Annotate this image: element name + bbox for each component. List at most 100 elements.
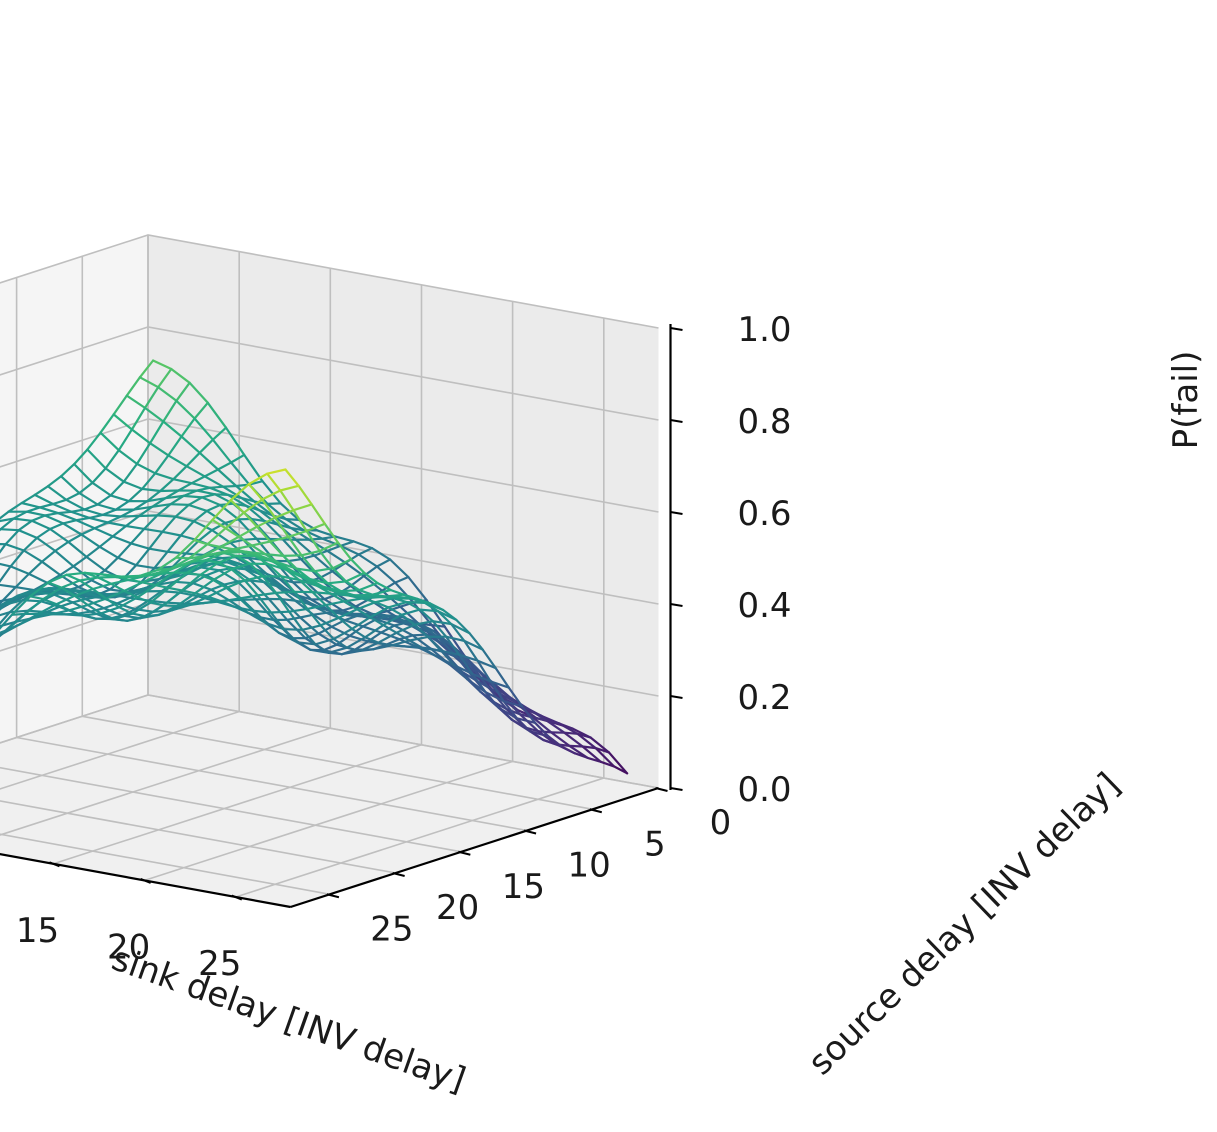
surface-segment [141,472,157,490]
surface-segment [53,593,74,604]
surface-segment [500,693,522,716]
surface-segment [188,381,209,404]
surface-segment [210,588,231,602]
surface-segment [125,376,141,397]
surface-segment [24,597,45,616]
surface-segment [174,515,195,523]
surface-segment [120,574,141,578]
surface-segment [192,509,208,523]
z-tick [670,695,683,699]
surface-segment [256,594,273,614]
surface-segment [90,579,112,591]
surface-segment [247,556,268,576]
surface-segment [573,752,589,760]
surface-segment [73,594,89,607]
surface-segment [93,527,114,538]
surface-segment [135,547,151,567]
surface-segment [149,586,170,604]
surface-segment [356,601,377,611]
surface-segment [283,628,304,631]
surface-segment [231,566,252,582]
surface-segment [324,600,345,607]
surface-segment [0,517,15,531]
surface-segment [199,573,215,582]
surface-segment [138,568,159,578]
surface-segment [71,597,87,604]
surface-segment [54,549,75,568]
surface-segment [55,603,71,612]
surface-segment [146,489,162,503]
surface-segment [7,501,23,513]
surface-segment [224,527,240,538]
surface-segment [109,480,125,497]
surface-segment [395,631,411,642]
surface-segment [122,462,139,483]
surface-segment [46,485,68,501]
surface-segment [0,620,16,628]
surface-segment [428,602,445,612]
surface-segment [153,565,174,570]
surface-segment [405,600,421,611]
surface-segment [144,604,165,618]
surface-segment [115,596,132,605]
surface-segment [313,567,334,573]
surface-segment [8,598,24,614]
surface-segment [458,653,479,662]
surface-segment [135,462,157,475]
surface-segment [112,612,134,621]
surface-segment [89,610,111,620]
surface-segment [484,690,500,709]
surface-segment [136,596,152,604]
surface-segment [563,731,579,735]
surface-segment [56,511,78,522]
surface-segment [497,706,519,720]
surface-segment [313,570,329,585]
surface-segment [156,556,178,572]
y-tick-label: 5 [644,824,666,864]
surface-segment [382,623,398,634]
grid-line-z [0,694,659,789]
surface-segment [280,598,297,602]
surface-segment [0,611,11,626]
surface-segment [48,527,70,544]
surface-segment [434,654,456,667]
surface-segment [3,598,24,606]
surface-segment [304,632,320,640]
surface-segment [129,590,145,599]
surface-segment [166,550,187,555]
surface-segment [210,521,227,532]
surface-segment [199,561,220,577]
surface-segment [169,503,190,506]
surface-segment [280,575,296,593]
surface-segment [10,595,32,616]
surface-segment [0,543,7,554]
surface-segment [59,463,76,478]
surface-segment [109,494,130,503]
surface-segment [174,539,196,559]
surface-segment [243,579,259,597]
surface-segment [298,578,314,594]
surface-segment [439,649,456,667]
surface-segment [22,549,44,563]
surface-segment [426,635,443,652]
surface-segment [389,588,405,596]
surface-segment [238,594,259,600]
surface-segment [323,598,344,612]
surface-segment [156,514,177,518]
surface-segment [222,485,243,499]
surface-segment [53,590,69,596]
surface-segment [162,399,178,423]
surface-segment [98,535,114,548]
surface-segment [0,599,4,605]
surface-segment [4,543,25,552]
surface-segment [349,574,365,588]
surface-segment [38,502,55,509]
surface-segment [224,426,246,456]
surface-segment [116,556,138,567]
surface-segment [30,514,47,522]
surface-segment [300,549,321,557]
y-axis-line [290,786,659,909]
surface-segment [261,489,282,501]
surface-segment [242,511,259,528]
surface-segment [225,579,246,590]
